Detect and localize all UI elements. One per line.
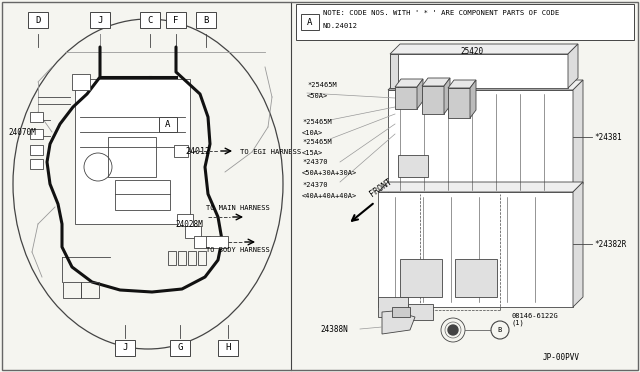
Text: FRONT: FRONT [368,177,394,199]
Bar [392,307,410,317]
Bar [378,192,573,307]
Bar [422,86,444,114]
Text: <50A+30A+30A>: <50A+30A+30A> [302,170,357,176]
Bar [166,12,186,28]
Polygon shape [444,78,450,114]
Text: *24370: *24370 [302,159,328,165]
Text: B: B [204,16,209,25]
Text: 25420: 25420 [460,47,483,56]
Polygon shape [395,79,423,87]
Bar [170,340,190,356]
Bar [30,145,43,155]
Text: <40A+40A+40A>: <40A+40A+40A> [302,193,357,199]
Text: TO BODY HARNESS: TO BODY HARNESS [206,247,269,253]
Text: NO.24012: NO.24012 [323,23,358,29]
Text: TO MAIN HARNESS: TO MAIN HARNESS [206,205,269,211]
Bar [395,87,417,109]
Text: *25465M: *25465M [307,82,337,88]
Text: A: A [165,119,171,128]
Text: *25465M: *25465M [302,119,332,125]
Bar [388,90,573,194]
Bar [301,14,319,30]
Text: *24382R: *24382R [594,240,627,249]
Polygon shape [470,80,476,118]
Polygon shape [417,79,423,109]
Bar [115,180,170,210]
Bar [174,145,188,157]
Text: A: A [307,17,313,26]
Bar [196,12,216,28]
Bar [398,155,428,177]
Polygon shape [573,182,583,307]
Bar [81,282,99,298]
Bar [206,236,228,248]
Bar [378,297,408,317]
Text: 08146-6122G
(1): 08146-6122G (1) [512,313,559,327]
Text: <15A>: <15A> [302,150,323,156]
Polygon shape [378,182,583,192]
Bar [188,251,196,265]
Polygon shape [568,44,578,88]
Bar [115,340,135,356]
Bar [194,236,210,248]
Bar [30,112,43,122]
Bar [296,4,634,40]
Text: J: J [122,343,128,353]
Bar [408,304,433,320]
Bar [177,214,193,226]
Text: J: J [97,16,102,25]
Bar [218,340,238,356]
Polygon shape [382,310,415,334]
Text: C: C [147,16,153,25]
Bar [28,12,48,28]
Polygon shape [422,78,450,86]
Bar [75,79,190,224]
Bar [108,137,156,177]
Polygon shape [573,80,583,194]
Polygon shape [448,80,476,88]
Text: NOTE: CODE NOS. WITH ' * ' ARE COMPONENT PARTS OF CODE: NOTE: CODE NOS. WITH ' * ' ARE COMPONENT… [323,10,559,16]
Polygon shape [390,44,578,54]
Text: 24012: 24012 [185,147,210,156]
Text: TO EGI HARNESS: TO EGI HARNESS [240,149,301,155]
Bar [400,259,442,297]
Bar [159,116,177,131]
Bar [30,129,43,139]
Polygon shape [388,80,583,90]
Text: <10A>: <10A> [302,130,323,136]
Text: JP-00PVV: JP-00PVV [543,353,580,362]
Text: 24028M: 24028M [175,220,203,229]
Text: *24370: *24370 [302,182,328,188]
Text: 24388N: 24388N [320,325,348,334]
Bar [72,74,90,90]
Text: G: G [177,343,182,353]
Bar [198,251,206,265]
Text: *25465M: *25465M [302,139,332,145]
Text: F: F [173,16,179,25]
Bar [448,88,470,118]
Circle shape [448,325,458,335]
Bar [90,12,110,28]
Text: D: D [35,16,41,25]
Text: 24070M: 24070M [8,128,36,137]
Bar [63,282,81,298]
Bar [30,159,43,169]
Bar [140,12,160,28]
Text: H: H [225,343,230,353]
Bar [390,54,568,88]
Bar [178,251,186,265]
Text: *24381: *24381 [594,133,621,142]
Bar [168,251,176,265]
Bar [185,226,201,238]
Text: B: B [498,327,502,333]
Bar [390,54,398,88]
Text: <50A>: <50A> [307,93,328,99]
Bar [455,259,497,297]
